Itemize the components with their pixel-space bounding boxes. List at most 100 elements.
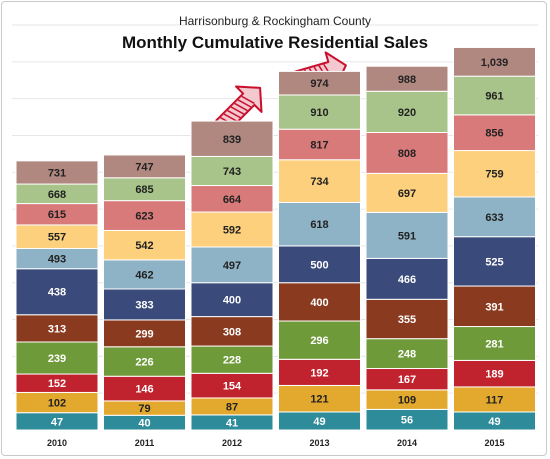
data-label: 497 bbox=[223, 260, 241, 272]
bar-segment bbox=[453, 386, 536, 413]
data-label: 961 bbox=[485, 91, 503, 103]
up-right-arrow-icon bbox=[215, 85, 263, 133]
bar-2015: 49 117 189 281 391 525 633 759 856 961 1,039 bbox=[453, 46, 536, 431]
bar-segment bbox=[453, 236, 536, 287]
bar-segment bbox=[365, 90, 449, 134]
bar-segment bbox=[453, 326, 536, 361]
data-label: 668 bbox=[48, 189, 66, 201]
data-label: 41 bbox=[226, 417, 238, 429]
data-label: 117 bbox=[486, 394, 504, 406]
arrow-hatch bbox=[223, 113, 238, 122]
arrow-hatch bbox=[234, 102, 248, 112]
data-label: 734 bbox=[310, 176, 329, 188]
data-label: 910 bbox=[310, 107, 328, 119]
data-label: 685 bbox=[135, 184, 153, 196]
data-label: 146 bbox=[135, 384, 153, 396]
data-label: 808 bbox=[398, 148, 416, 160]
data-label: 400 bbox=[223, 295, 241, 307]
arrow-hatch bbox=[230, 106, 245, 115]
data-label: 313 bbox=[48, 323, 66, 335]
data-label: 697 bbox=[398, 188, 416, 200]
data-label: 743 bbox=[223, 166, 241, 178]
data-label: 438 bbox=[48, 287, 66, 299]
chart-subtitle: Harrisonburg & Rockingham County bbox=[179, 14, 371, 28]
data-label: 400 bbox=[310, 297, 328, 309]
bar-segment bbox=[278, 320, 361, 360]
bar-segment bbox=[365, 338, 449, 370]
data-label: 988 bbox=[398, 74, 416, 86]
data-label: 493 bbox=[48, 254, 66, 266]
data-label: 102 bbox=[48, 398, 66, 410]
data-label: 557 bbox=[48, 232, 66, 244]
x-tick-label: 2010 bbox=[47, 438, 67, 448]
data-label: 731 bbox=[48, 167, 66, 179]
bar-segment bbox=[103, 319, 186, 348]
data-label: 299 bbox=[135, 328, 153, 340]
data-label: 817 bbox=[310, 139, 328, 151]
data-label: 192 bbox=[310, 367, 328, 379]
bar-segment bbox=[365, 211, 449, 259]
data-label: 355 bbox=[398, 314, 416, 326]
bar-segment bbox=[190, 211, 274, 248]
x-tick-label: 2013 bbox=[309, 438, 329, 448]
bar-segment bbox=[190, 120, 274, 157]
data-label: 189 bbox=[485, 369, 503, 381]
bar-segment bbox=[278, 282, 361, 322]
bar-2014: 56 109 167 248 355 466 591 697 808 920 988 bbox=[365, 65, 449, 431]
bar-segment bbox=[190, 246, 274, 284]
data-label: 87 bbox=[226, 401, 238, 413]
bar-segment bbox=[453, 196, 536, 238]
bar-segment bbox=[453, 285, 536, 328]
x-tick-label: 2014 bbox=[397, 438, 417, 448]
bar-2012: 41 87 154 228 308 400 497 592 664 743 839 bbox=[190, 120, 274, 431]
bar-segment bbox=[190, 155, 274, 187]
bar-segment bbox=[278, 128, 361, 161]
x-tick-label: 2011 bbox=[135, 438, 155, 448]
data-label: 525 bbox=[485, 256, 503, 268]
bar-segment bbox=[103, 346, 186, 377]
data-label: 239 bbox=[48, 353, 66, 365]
data-label: 974 bbox=[310, 78, 329, 90]
data-label: 623 bbox=[135, 211, 153, 223]
data-label: 618 bbox=[310, 219, 328, 231]
data-label: 759 bbox=[485, 169, 503, 181]
bar-segment bbox=[103, 288, 186, 321]
data-label: 79 bbox=[138, 403, 150, 415]
bar-2011: 40 79 146 226 299 383 462 542 623 685 747 bbox=[103, 154, 186, 431]
data-label: 542 bbox=[135, 240, 153, 252]
bar-2010: 47 102 152 239 313 438 493 557 615 668 731 bbox=[15, 160, 99, 431]
data-label: 462 bbox=[135, 269, 153, 281]
x-tick-label: 2015 bbox=[484, 438, 504, 448]
data-label: 920 bbox=[398, 107, 416, 119]
bar-segment bbox=[453, 46, 536, 77]
data-label: 391 bbox=[485, 301, 503, 313]
data-label: 856 bbox=[485, 128, 503, 140]
bar-segment bbox=[103, 259, 186, 290]
bars: 47 102 152 239 313 438 493 557 615 668 731 40 79 146 2… bbox=[15, 46, 536, 431]
data-label: 747 bbox=[135, 161, 153, 173]
data-label: 383 bbox=[135, 299, 153, 311]
bar-segment bbox=[365, 257, 449, 300]
data-label: 56 bbox=[401, 415, 413, 427]
data-label: 281 bbox=[485, 338, 503, 350]
data-label: 1,039 bbox=[481, 57, 509, 69]
data-label: 121 bbox=[310, 394, 328, 406]
bar-segment bbox=[103, 154, 186, 179]
bar-segment bbox=[190, 345, 274, 374]
arrow-hatch bbox=[241, 95, 255, 105]
data-label: 839 bbox=[223, 134, 241, 146]
bar-segment bbox=[453, 75, 536, 116]
bar-segment bbox=[15, 341, 99, 375]
data-label: 228 bbox=[223, 355, 241, 367]
x-axis-labels: 2010 2011 2012 2013 2014 2015 bbox=[47, 438, 505, 448]
data-label: 296 bbox=[310, 335, 328, 347]
data-label: 500 bbox=[310, 259, 328, 271]
bar-segment bbox=[365, 172, 449, 213]
data-label: 592 bbox=[223, 225, 241, 237]
data-label: 47 bbox=[51, 416, 63, 428]
bar-segment bbox=[278, 94, 361, 130]
data-label: 226 bbox=[135, 357, 153, 369]
data-label: 633 bbox=[485, 212, 503, 224]
bar-segment bbox=[190, 185, 274, 213]
data-label: 49 bbox=[488, 416, 500, 428]
